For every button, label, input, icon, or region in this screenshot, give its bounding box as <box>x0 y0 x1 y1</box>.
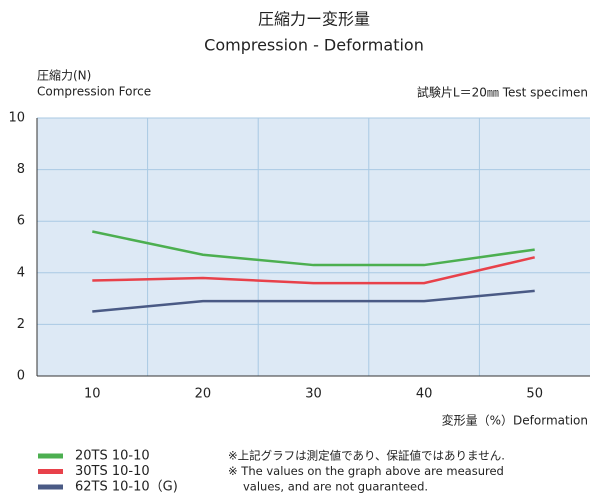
series-line <box>92 289 535 313</box>
y-tick-label: 2 <box>17 317 25 332</box>
y-tick-label: 0 <box>17 369 25 384</box>
legend-label: 30TS 10-10 <box>75 464 150 479</box>
annotation: 試験片L＝20㎜ Test specimen <box>417 85 588 100</box>
legend-label: 20TS 10-10 <box>75 449 150 464</box>
y-axis-label: 圧縮力(N) <box>37 68 91 83</box>
note: ※上記グラフは測定値であり、保証値ではありません. <box>228 449 505 463</box>
x-tick-label: 20 <box>195 387 212 402</box>
legend-label: 62TS 10-10（G) <box>75 480 178 495</box>
series-line <box>92 230 535 267</box>
plot-area <box>37 118 590 376</box>
note: ※ The values on the graph above are meas… <box>228 464 504 478</box>
x-tick-label: 10 <box>84 387 101 402</box>
y-tick-label: 8 <box>17 162 25 177</box>
x-tick-label: 50 <box>526 387 543 402</box>
chart-title: 圧縮力ー変形量 <box>258 10 370 29</box>
y-tick-label: 10 <box>8 111 25 126</box>
x-axis-label: 変形量（%）Deformation <box>442 413 588 428</box>
y-tick-label: 4 <box>17 265 25 280</box>
note: values, and are not guaranteed. <box>243 480 428 494</box>
x-tick-label: 40 <box>416 387 433 402</box>
series-line <box>92 256 535 285</box>
chart-subtitle: Compression - Deformation <box>204 36 424 55</box>
x-tick-label: 30 <box>305 387 322 402</box>
y-axis-label: Compression Force <box>37 85 151 99</box>
y-tick-label: 6 <box>17 214 25 229</box>
